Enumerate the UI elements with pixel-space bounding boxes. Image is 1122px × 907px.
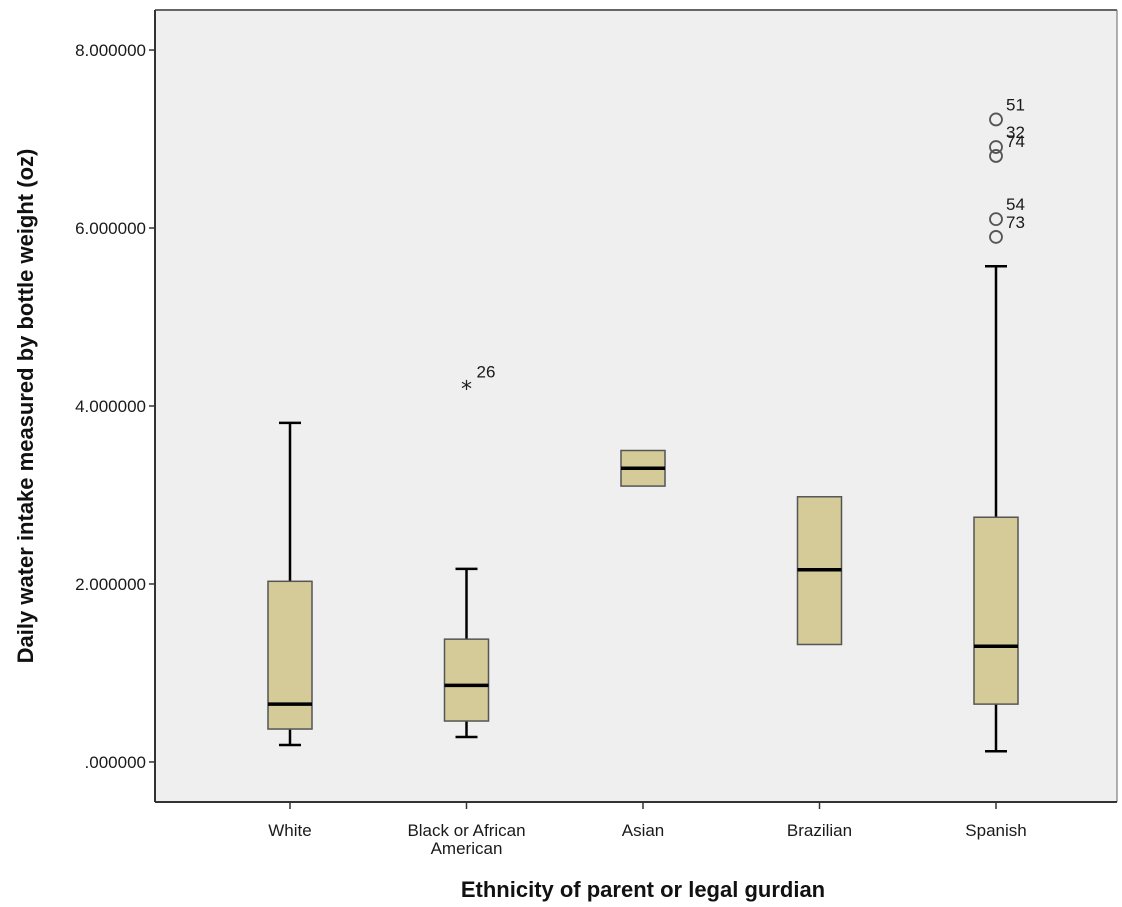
x-axis-title: Ethnicity of parent or legal gurdian bbox=[461, 877, 825, 902]
iqr-box bbox=[973, 516, 1019, 705]
y-axis-title: Daily water intake measured by bottle we… bbox=[13, 149, 38, 664]
outlier-marker bbox=[989, 140, 1003, 154]
outlier-label: 26 bbox=[477, 362, 496, 381]
y-tick-label: 8.000000 bbox=[75, 41, 146, 60]
x-tick-label: Spanish bbox=[965, 821, 1026, 840]
x-tick-label: Asian bbox=[622, 821, 665, 840]
x-tick-label: White bbox=[268, 821, 311, 840]
box-group bbox=[620, 449, 666, 487]
iqr-box bbox=[443, 638, 490, 722]
plot-area bbox=[155, 10, 1117, 802]
outlier-marker bbox=[989, 112, 1003, 127]
y-tick-label: 2.000000 bbox=[75, 575, 146, 594]
x-tick-label: Black or African bbox=[407, 821, 525, 840]
outlier-marker bbox=[989, 212, 1003, 227]
y-tick-label: .000000 bbox=[85, 753, 146, 772]
y-tick-label: 6.000000 bbox=[75, 219, 146, 238]
x-tick-label: American bbox=[431, 839, 503, 858]
y-tick-label: 4.000000 bbox=[75, 397, 146, 416]
iqr-box bbox=[267, 580, 313, 730]
outlier-label: 74 bbox=[1006, 132, 1025, 151]
outlier-label: 51 bbox=[1006, 95, 1025, 114]
x-tick-label: Brazilian bbox=[787, 821, 852, 840]
box-group bbox=[267, 421, 313, 747]
extreme-outlier-marker: * bbox=[461, 377, 472, 402]
box-group: * 26 bbox=[443, 362, 496, 739]
outlier-label: 32 bbox=[1006, 123, 1025, 142]
y-axis: .000000 2.000000 4.000000 6.000000 8.000000 bbox=[75, 9, 1118, 802]
outlier-marker bbox=[989, 149, 1003, 163]
outlier-label: 73 bbox=[1006, 213, 1025, 232]
outlier-label: 54 bbox=[1006, 195, 1025, 214]
outlier-marker bbox=[989, 230, 1003, 244]
box-group bbox=[796, 496, 843, 646]
